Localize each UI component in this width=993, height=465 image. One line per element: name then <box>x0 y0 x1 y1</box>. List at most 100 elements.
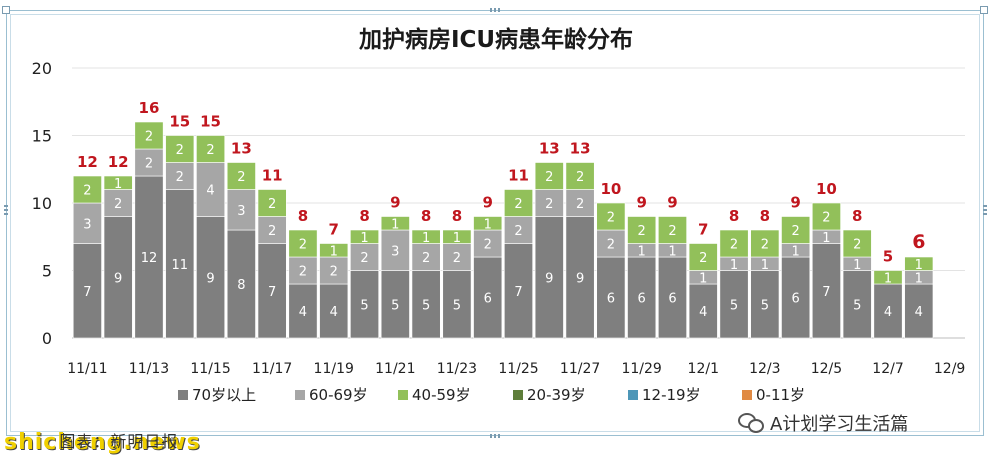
bar-segment <box>103 216 133 339</box>
resize-handle-bottom-center[interactable] <box>490 434 502 438</box>
bar-total-label: 12 <box>108 153 129 171</box>
bar-segment <box>165 162 195 190</box>
bar-segment <box>688 243 718 271</box>
bar-segment <box>473 229 503 258</box>
segment-label: 9 <box>545 271 553 286</box>
segment-label: 6 <box>484 292 492 307</box>
segment-label: 12 <box>141 251 158 266</box>
segment-label: 3 <box>391 244 399 259</box>
segment-label: 5 <box>730 298 738 313</box>
segment-label: 2 <box>576 170 584 185</box>
bar-segment <box>442 270 472 339</box>
segment-label: 4 <box>206 184 214 199</box>
bar-segment <box>658 216 687 244</box>
bar-total-label: 8 <box>298 207 308 225</box>
bar-segment <box>596 202 626 231</box>
x-tick-label: 11/19 <box>314 361 354 377</box>
segment-label: 2 <box>145 130 153 145</box>
segment-label: 7 <box>268 285 276 300</box>
bar-segment <box>811 243 841 339</box>
bar-segment <box>781 216 811 244</box>
x-tick-label: 11/29 <box>621 361 661 377</box>
segment-label: 1 <box>484 217 492 232</box>
segment-label: 2 <box>484 238 492 253</box>
y-tick-label: 0 <box>42 329 52 348</box>
y-tick-label: 10 <box>32 194 52 213</box>
bar-segment <box>319 243 349 258</box>
x-tick-label: 11/25 <box>498 361 538 377</box>
chart-frame-inner <box>10 14 980 432</box>
bar-segment <box>596 256 626 339</box>
x-tick-label: 11/11 <box>67 361 107 377</box>
segment-label: 1 <box>730 258 738 273</box>
bar-segment <box>627 256 657 339</box>
bar-total-label: 7 <box>698 221 708 239</box>
bar-segment <box>72 243 102 339</box>
resize-handle-right-center[interactable] <box>983 205 987 217</box>
segment-label: 1 <box>884 271 892 286</box>
bar-total-label: 8 <box>852 207 862 225</box>
segment-label: 4 <box>699 305 707 320</box>
bar-total-label: 6 <box>912 231 925 253</box>
x-axis: 11/11 11/13 11/15 11/17 11/19 11/21 11/23 11/25… <box>67 361 965 377</box>
resize-handle-top-center[interactable] <box>490 8 502 12</box>
bar-segment <box>350 243 379 271</box>
bar-segment <box>811 202 841 231</box>
segment-label: 5 <box>761 298 769 313</box>
x-tick-label: 12/1 <box>688 361 719 377</box>
segment-label: 7 <box>822 285 830 300</box>
bar-total-label: 8 <box>760 207 770 225</box>
y-tick-label: 20 <box>32 59 52 78</box>
segment-label: 6 <box>668 292 676 307</box>
segment-label: 6 <box>607 292 615 307</box>
segment-label: 5 <box>422 298 430 313</box>
bar-total-label: 16 <box>139 99 160 117</box>
bar-segment <box>719 270 749 339</box>
bar-total-label: 13 <box>539 140 560 158</box>
segment-label: 1 <box>391 217 399 232</box>
segment-label: 5 <box>360 298 368 313</box>
bar-total-label: 8 <box>359 207 369 225</box>
legend-swatch <box>398 390 408 400</box>
bar-segment <box>72 202 102 244</box>
segment-label: 2 <box>514 224 522 239</box>
x-tick-label: 11/17 <box>252 361 292 377</box>
y-tick-label: 15 <box>32 127 52 146</box>
site-watermark: shicheng.news 图表：新明日报 <box>4 430 201 455</box>
segment-label: 7 <box>83 285 91 300</box>
segment-label: 4 <box>299 305 307 320</box>
resize-handle-top-left[interactable] <box>2 6 10 14</box>
y-tick-label: 5 <box>42 262 52 281</box>
chart-caption: 图表：新明日报 <box>59 432 179 451</box>
bar-total-label: 12 <box>77 153 98 171</box>
bar-total-label: 10 <box>816 180 837 198</box>
legend-swatch <box>295 390 305 400</box>
bar-total-label: 13 <box>231 140 252 158</box>
segment-label: 11 <box>172 258 189 273</box>
resize-handle-left-center[interactable] <box>4 205 8 217</box>
bar-segment <box>565 162 595 190</box>
bar-segment <box>257 243 287 339</box>
segment-label: 2 <box>576 197 584 212</box>
segment-label: 1 <box>422 231 430 246</box>
segment-label: 1 <box>668 244 676 259</box>
bar-total-label: 5 <box>883 248 893 266</box>
segment-label: 2 <box>237 170 245 185</box>
bar-segment <box>534 216 564 339</box>
segment-label: 2 <box>607 238 615 253</box>
legend-label: 40-59岁 <box>412 386 471 404</box>
segment-label: 2 <box>83 184 91 199</box>
segment-label: 2 <box>761 238 769 253</box>
legend-label: 60-69岁 <box>309 386 368 404</box>
bar-total-label: 9 <box>636 194 646 212</box>
segment-label: 2 <box>545 197 553 212</box>
bar-segment <box>473 256 503 339</box>
segment-label: 2 <box>299 265 307 280</box>
legend-label: 20-39岁 <box>527 386 586 404</box>
segment-label: 1 <box>915 258 923 273</box>
bar-segment <box>226 229 256 339</box>
segment-label: 2 <box>268 224 276 239</box>
resize-handle-top-right[interactable] <box>980 6 988 14</box>
bar-segment <box>103 175 133 190</box>
bar-total-label: 8 <box>421 207 431 225</box>
